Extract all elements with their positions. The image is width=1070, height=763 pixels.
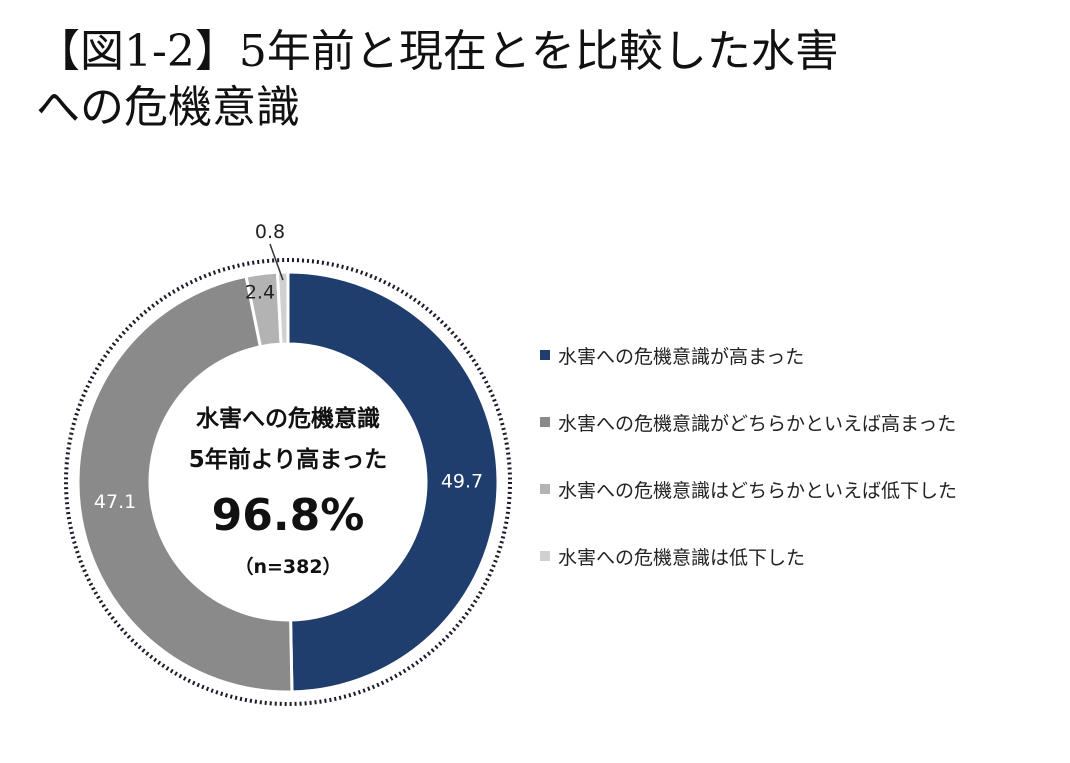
chart-legend: 水害への危機意識が高まった水害への危機意識がどちらかといえば高まった 水害への危機… <box>540 338 957 606</box>
legend-swatch-1 <box>540 350 550 360</box>
legend-swatch-3 <box>540 484 550 494</box>
legend-swatch-2 <box>540 417 550 427</box>
slice-value-label-4: 0.8 <box>255 221 285 243</box>
donut-slice-1 <box>286 270 500 694</box>
donut-slice-labels: 49.7 47.1 2.4 0.8 <box>94 221 483 513</box>
slice-value-label-3: 2.4 <box>245 282 275 304</box>
legend-swatch-4 <box>540 551 550 561</box>
page-title-line-2: への危機意識 <box>36 82 300 133</box>
donut-slices <box>76 270 500 694</box>
center-sample-size: （n=382） <box>234 555 341 578</box>
legend-label-1: 水害への危機意識が高まった <box>558 345 805 368</box>
donut-slice-2 <box>76 274 294 694</box>
legend-label-3: 水害への危機意識はどちらかといえば低下した <box>558 479 958 502</box>
legend-item-1: 水害への危機意識が高まった <box>540 338 957 372</box>
page-title-line-1: 【図1-2】5年前と現在とを比較した水害 <box>36 26 839 77</box>
outer-dotted-ring <box>64 258 512 706</box>
slice-value-label-1: 49.7 <box>441 470 483 492</box>
center-label-line-2: 5年前より高まった <box>189 446 388 473</box>
slice-leader-line-4 <box>269 243 284 281</box>
legend-item-3: 水害への危機意識はどちらかといえば低下した <box>540 472 957 506</box>
page-title: 【図1-2】5年前と現在とを比較した水害 への危機意識 <box>36 24 936 136</box>
legend-label-2: 水害への危機意識がどちらかといえば高まった <box>558 412 957 435</box>
center-label-line-1: 水害への危機意識 <box>196 405 380 432</box>
slice-value-label-2: 47.1 <box>94 491 136 513</box>
donut-center-text: 水害への危機意識 5年前より高まった 96.8% （n=382） <box>189 405 388 578</box>
legend-label-4: 水害への危機意識は低下した <box>558 546 806 569</box>
legend-item-2: 水害への危機意識がどちらかといえば高まった <box>540 405 957 439</box>
donut-slice-4 <box>275 270 290 346</box>
center-percent-value: 96.8% <box>212 490 365 541</box>
legend-item-4: 水害への危機意識は低下した <box>540 539 957 573</box>
